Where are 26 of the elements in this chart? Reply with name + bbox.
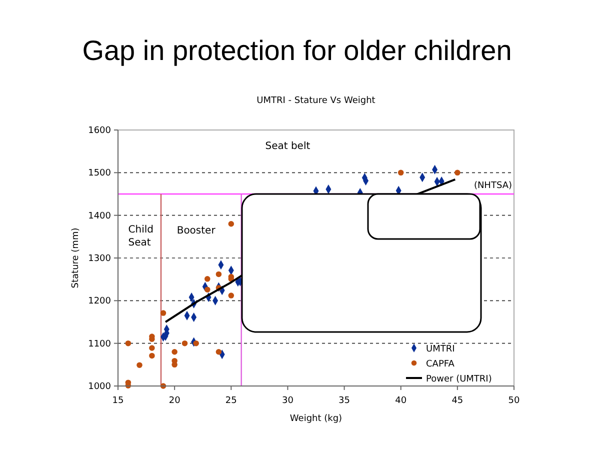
legend-label: CAPFA <box>426 360 456 370</box>
y-tick-label: 1200 <box>88 296 112 307</box>
y-tick-label: 1100 <box>88 339 112 350</box>
chart-title: Gap in protection for older children <box>82 35 512 66</box>
legend-label: UMTRI <box>426 344 455 354</box>
x-tick-label: 45 <box>452 396 464 406</box>
y-tick-label: 1500 <box>88 168 112 179</box>
y-tick-label: 1600 <box>88 126 112 136</box>
annotation: Seat belt <box>265 141 310 152</box>
y-tick-label: 1000 <box>88 382 112 392</box>
y-tick-label: 1300 <box>88 254 112 264</box>
x-tick-label: 30 <box>282 396 294 406</box>
x-tick-label: 40 <box>395 396 407 406</box>
x-tick-label: 20 <box>168 396 181 406</box>
chart-subtitle: UMTRI - Stature Vs Weight <box>256 96 376 106</box>
x-tick-label: 35 <box>338 396 350 406</box>
annotation: Booster <box>176 225 216 236</box>
x-tick-label: 25 <box>225 396 237 406</box>
x-tick-label: 15 <box>112 396 124 406</box>
y-axis-title: Stature (mm) <box>71 228 81 288</box>
ref-line-label: (NHTSA) <box>474 181 512 191</box>
legend-label: Power (UMTRI) <box>426 374 492 384</box>
x-tick-label: 50 <box>508 396 520 406</box>
y-tick-label: 1400 <box>88 211 112 222</box>
x-axis-title: Weight (kg) <box>290 414 342 424</box>
annotation: Child Seat <box>128 224 154 248</box>
